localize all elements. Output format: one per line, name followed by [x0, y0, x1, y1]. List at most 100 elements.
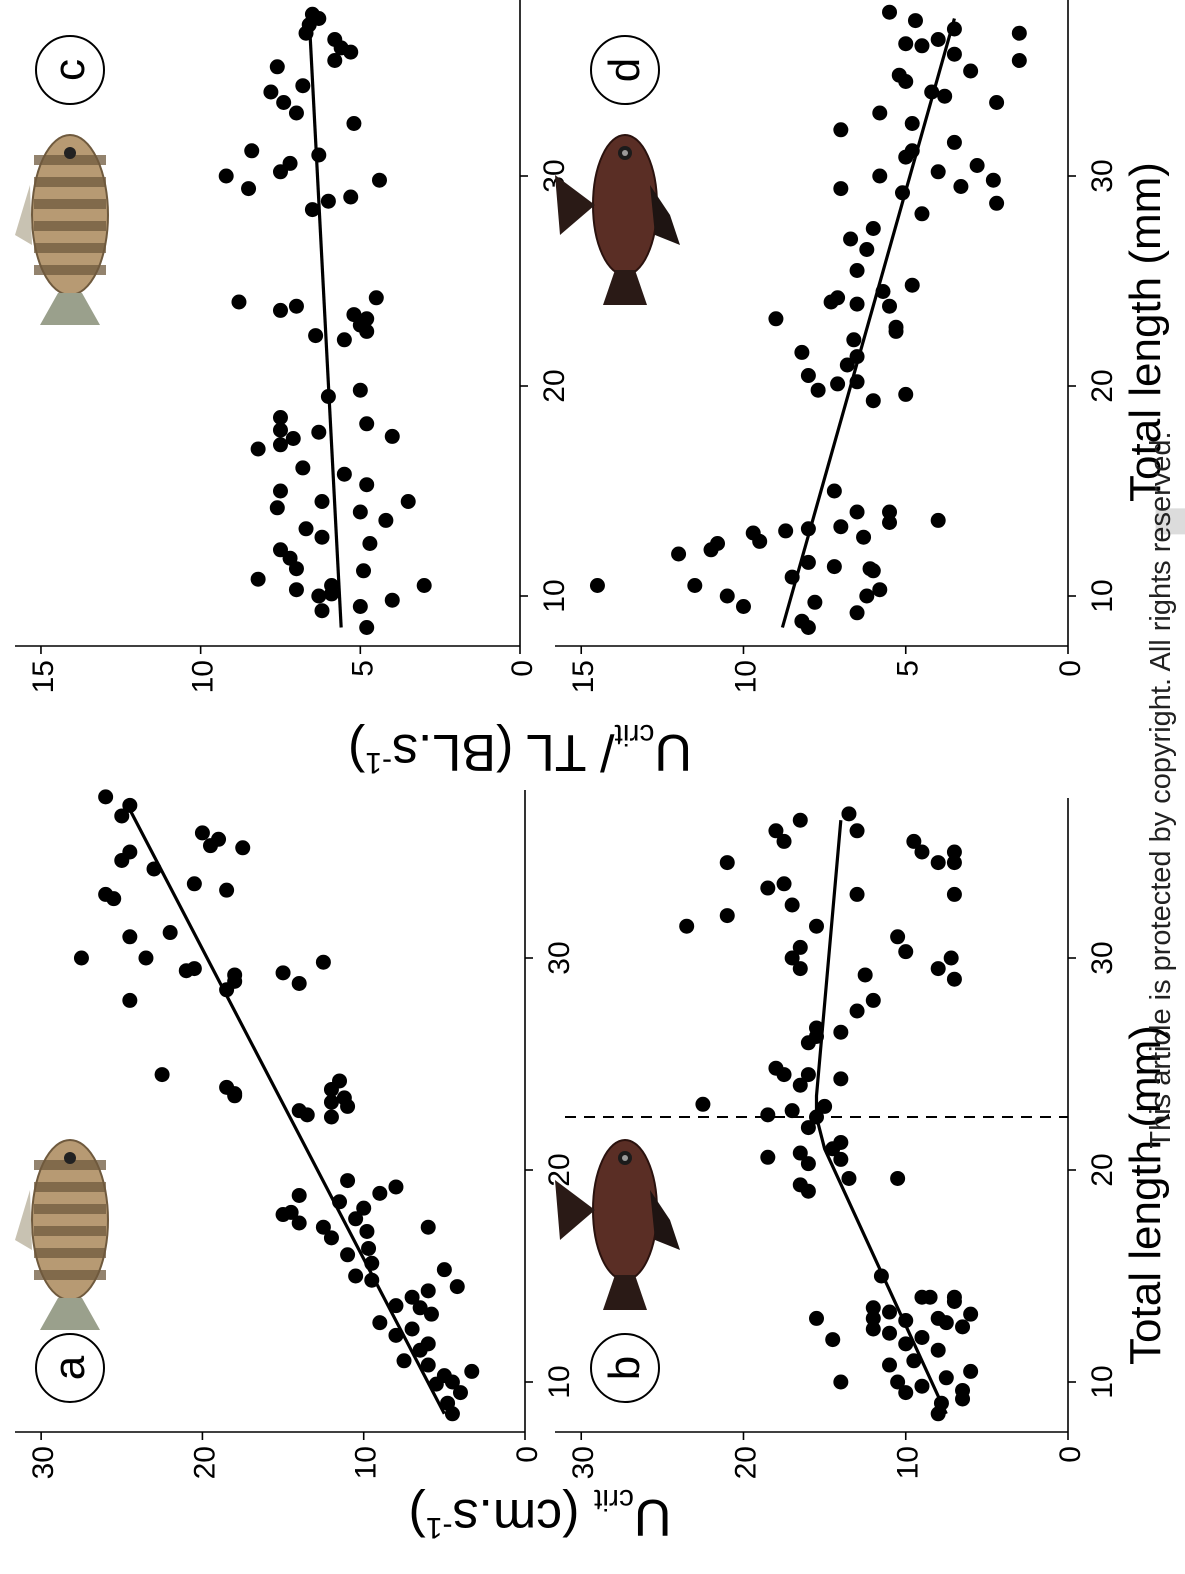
data-point — [327, 32, 343, 47]
data-point — [323, 1094, 339, 1110]
y-tick-label: 5 — [346, 660, 379, 677]
data-point — [464, 1363, 480, 1379]
data-point — [865, 1300, 881, 1316]
data-point — [308, 328, 324, 344]
data-point — [943, 950, 959, 966]
data-point — [735, 599, 751, 614]
trend-line — [814, 820, 948, 1415]
data-point — [291, 975, 307, 991]
data-point — [420, 1283, 436, 1299]
x-axis-title-right: Total length (mm) — [1121, 162, 1170, 502]
data-point — [830, 376, 846, 392]
x-tick-label: 30 — [543, 941, 576, 974]
data-point — [872, 168, 888, 184]
data-point — [359, 311, 375, 327]
data-point — [839, 357, 855, 373]
data-point — [244, 143, 260, 159]
data-point — [687, 578, 703, 593]
data-point — [930, 1342, 946, 1358]
data-point — [122, 844, 138, 860]
data-point — [930, 32, 946, 47]
data-point — [412, 1300, 428, 1316]
y-axis-title-ucrit-rel: Ucrit/ TL (BL.s-1) — [348, 718, 692, 781]
data-point — [423, 1306, 439, 1322]
data-point — [865, 393, 881, 409]
data-point — [352, 382, 368, 398]
fish-illustration — [15, 1139, 109, 1330]
data-point — [882, 1304, 898, 1320]
data-point — [295, 460, 311, 476]
data-point — [930, 961, 946, 977]
data-point — [800, 1067, 816, 1083]
data-point — [122, 929, 138, 945]
data-point — [930, 512, 946, 528]
data-point — [833, 519, 849, 535]
x-axis-title-left: Total length (mm) — [1121, 1025, 1170, 1365]
y-tick-label: 5 — [892, 660, 925, 677]
data-point — [269, 59, 285, 75]
data-point — [404, 1321, 420, 1337]
data-point — [809, 918, 824, 934]
y-axis-title-ucrit-abs: Ucrit (cm.s-1) — [408, 1483, 671, 1546]
data-point — [849, 296, 865, 312]
data-point — [946, 971, 962, 987]
data-point — [826, 483, 842, 499]
data-point — [275, 965, 291, 981]
data-point — [272, 422, 288, 438]
data-point — [963, 63, 979, 79]
data-point — [311, 588, 327, 604]
data-point — [890, 1170, 906, 1186]
x-tick-label: 30 — [1086, 941, 1119, 974]
data-point — [679, 918, 695, 934]
data-point — [388, 1179, 404, 1195]
data-point — [888, 319, 904, 335]
data-point — [73, 950, 89, 966]
data-point — [388, 1327, 404, 1343]
data-point — [372, 1315, 388, 1331]
data-point — [768, 1060, 784, 1076]
data-point — [776, 833, 792, 849]
data-point — [833, 1071, 849, 1087]
data-point — [368, 290, 384, 306]
data-point — [904, 116, 920, 131]
data-point — [304, 202, 320, 218]
data-point — [186, 876, 202, 892]
data-point — [436, 1262, 452, 1278]
data-point — [378, 512, 394, 528]
y-axis-title-ucrit-abs-text: Ucrit (cm.s-1) — [408, 1483, 671, 1546]
data-point — [955, 1382, 971, 1398]
panel-label: b — [600, 1356, 649, 1380]
data-point — [810, 382, 826, 398]
data-point — [285, 431, 301, 446]
data-point — [859, 242, 875, 257]
data-point — [384, 592, 400, 608]
chart-panels: 0 10 20 30 10 20 30 a 0 10 20 30 10 20 30 b 0 5 10 15 10 20 30… — [15, 0, 1119, 1479]
data-point — [219, 1079, 235, 1095]
data-point — [218, 168, 234, 184]
data-point — [272, 437, 288, 453]
data-point — [882, 298, 898, 314]
panel-label: d — [600, 58, 649, 82]
data-point — [719, 908, 735, 924]
data-point — [323, 1109, 339, 1125]
data-point — [857, 967, 873, 983]
data-point — [792, 961, 808, 977]
data-point — [235, 840, 251, 856]
panel-b: 0 10 20 30 10 20 30 b — [555, 798, 1119, 1479]
data-point — [98, 886, 114, 902]
data-point — [841, 1170, 857, 1186]
data-point — [792, 812, 808, 828]
data-point — [882, 515, 898, 530]
data-point — [291, 1103, 307, 1119]
data-point — [327, 53, 343, 68]
data-point — [898, 386, 914, 402]
data-point — [800, 368, 816, 383]
x-tick-label: 20 — [543, 1153, 576, 1186]
data-point — [348, 1268, 364, 1284]
y-tick-label: 30 — [27, 1446, 60, 1479]
data-point — [346, 116, 362, 131]
data-point — [343, 189, 359, 205]
x-tick-label: 10 — [538, 579, 571, 612]
data-point — [710, 536, 726, 551]
data-point — [194, 825, 210, 841]
